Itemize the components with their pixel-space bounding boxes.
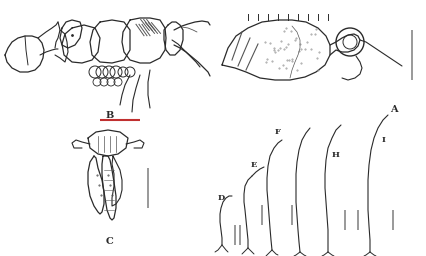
Text: H: H	[332, 151, 340, 159]
Text: E: E	[251, 161, 257, 169]
Text: B: B	[106, 111, 114, 120]
Text: D: D	[217, 194, 225, 202]
Text: C: C	[106, 238, 114, 247]
Text: I: I	[382, 136, 386, 144]
Text: F: F	[275, 128, 281, 136]
Text: A: A	[390, 105, 398, 114]
